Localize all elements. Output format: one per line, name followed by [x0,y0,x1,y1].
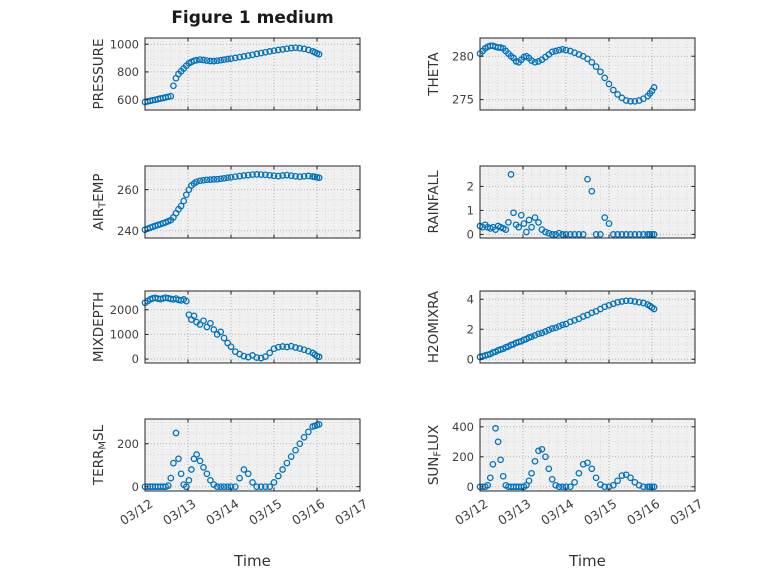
ylabel-pressure: PRESSURE [91,39,107,110]
ytick-label: 2 [467,322,474,336]
xtick-label: 03/12 [452,496,490,528]
ylabel-airtemp: AIRTEMP [91,173,109,230]
plot-area-theta [480,38,695,110]
ytick-label: 200 [117,437,139,451]
tick-marks [479,166,696,238]
ylabel-mixdepth: MIXDEPTH [91,292,107,362]
tick-marks [144,38,361,110]
plot-area-terrmsl [145,419,360,491]
ylabel-theta: THETA [426,52,442,97]
ytick-label: 0 [467,352,474,366]
ylabel-terrmsl: TERRMSL [91,424,109,486]
ytick-label: 280 [452,49,474,63]
xtick-label: 03/15 [581,496,619,528]
minor-grid [480,166,695,238]
xtick-label: 03/17 [667,496,705,528]
tick-marks [144,419,361,491]
major-grid [480,419,695,491]
xtick-label: 03/16 [289,496,327,528]
ytick-label: 4 [467,292,474,306]
tick-marks [144,166,361,238]
ytick-label: 0 [132,480,139,494]
ytick-label: 260 [117,183,139,197]
ytick-label: 400 [452,420,474,434]
subplot-rainfall: 0 1 2 RAINFALL [426,165,696,242]
xtick-label: 03/16 [624,496,662,528]
ytick-labels: 0 200 [117,437,139,494]
axes-box [479,418,696,492]
ytick-label: 1 [467,204,474,218]
ytick-labels: 240 260 [117,183,139,238]
ytick-label: 0 [132,352,139,366]
tick-marks [479,291,696,363]
scatter-series-mixdepth [141,294,323,362]
axes-box [144,290,361,364]
scatter-series-rainfall [476,171,658,238]
xtick-labels: 03/12 03/13 03/14 03/15 03/16 03/17 [452,496,705,528]
ytick-label: 240 [117,224,139,238]
ytick-label: 1000 [110,328,139,342]
ytick-labels: 600 800 1000 [110,37,139,106]
subplot-airtemp: 240 260 AIRTEMP [91,165,361,239]
ylabel-rainfall: RAINFALL [426,170,442,233]
ytick-label: 200 [452,450,474,464]
ylabel-h2omixra: H2OMIXRA [426,290,442,363]
xtick-labels: 03/12 03/13 03/14 03/15 03/16 03/17 [117,496,370,528]
ylabel-sunflux: SUNFLUX [426,425,444,485]
scatter-series-h2omixra [476,297,658,361]
axes-box [479,37,696,111]
scatter-series-airtemp [141,171,323,234]
xtick-label: 03/13 [160,496,198,528]
tick-marks [144,291,361,363]
axes-box [479,290,696,364]
axes-box [144,418,361,492]
ytick-label: 2000 [110,303,139,317]
ytick-labels: 0 1 2 [467,180,474,242]
plot-area-h2omixra [480,291,695,363]
xlabel-time-left: Time [234,552,271,570]
minor-grid [480,291,695,363]
ytick-labels: 275 280 [452,49,474,106]
xtick-label: 03/12 [117,496,155,528]
plot-area-pressure [145,38,360,110]
scatter-series-pressure [141,44,323,106]
ytick-label: 600 [117,93,139,107]
subplot-sunflux: 0 200 400 03/12 03/13 03/14 03/15 03/16 03/17 SUN… [426,418,705,528]
xlabel-time-right: Time [569,552,606,570]
plot-area-sunflux [480,419,695,491]
ytick-label: 0 [467,480,474,494]
minor-grid [480,38,695,110]
xtick-label: 03/15 [246,496,284,528]
xtick-label: 03/17 [332,496,370,528]
tick-marks [479,38,696,110]
subplot-h2omixra: 0 2 4 H2OMIXRA [426,290,696,366]
ytick-label: 0 [467,228,474,242]
ytick-label: 275 [452,93,474,107]
ytick-label: 1000 [110,37,139,51]
subplot-theta: 275 280 THETA [426,37,696,111]
xtick-label: 03/13 [495,496,533,528]
axes-box [144,37,361,111]
xtick-label: 03/14 [203,496,241,528]
major-grid [145,419,360,491]
minor-grid [145,419,360,491]
ytick-labels: 0 1000 2000 [110,303,139,366]
subplot-terrmsl: 0 200 03/12 03/13 03/14 03/15 03/16 03/17 TERRMS… [91,418,370,528]
figure-title: Figure 1 medium [171,8,334,28]
ytick-labels: 0 2 4 [467,292,474,366]
major-grid [480,38,695,110]
tick-marks [479,419,696,491]
ytick-labels: 0 200 400 [452,420,474,494]
xtick-label: 03/14 [538,496,576,528]
axes-box [479,165,696,239]
axes-box [144,165,361,239]
ytick-label: 800 [117,65,139,79]
ytick-label: 2 [467,180,474,194]
